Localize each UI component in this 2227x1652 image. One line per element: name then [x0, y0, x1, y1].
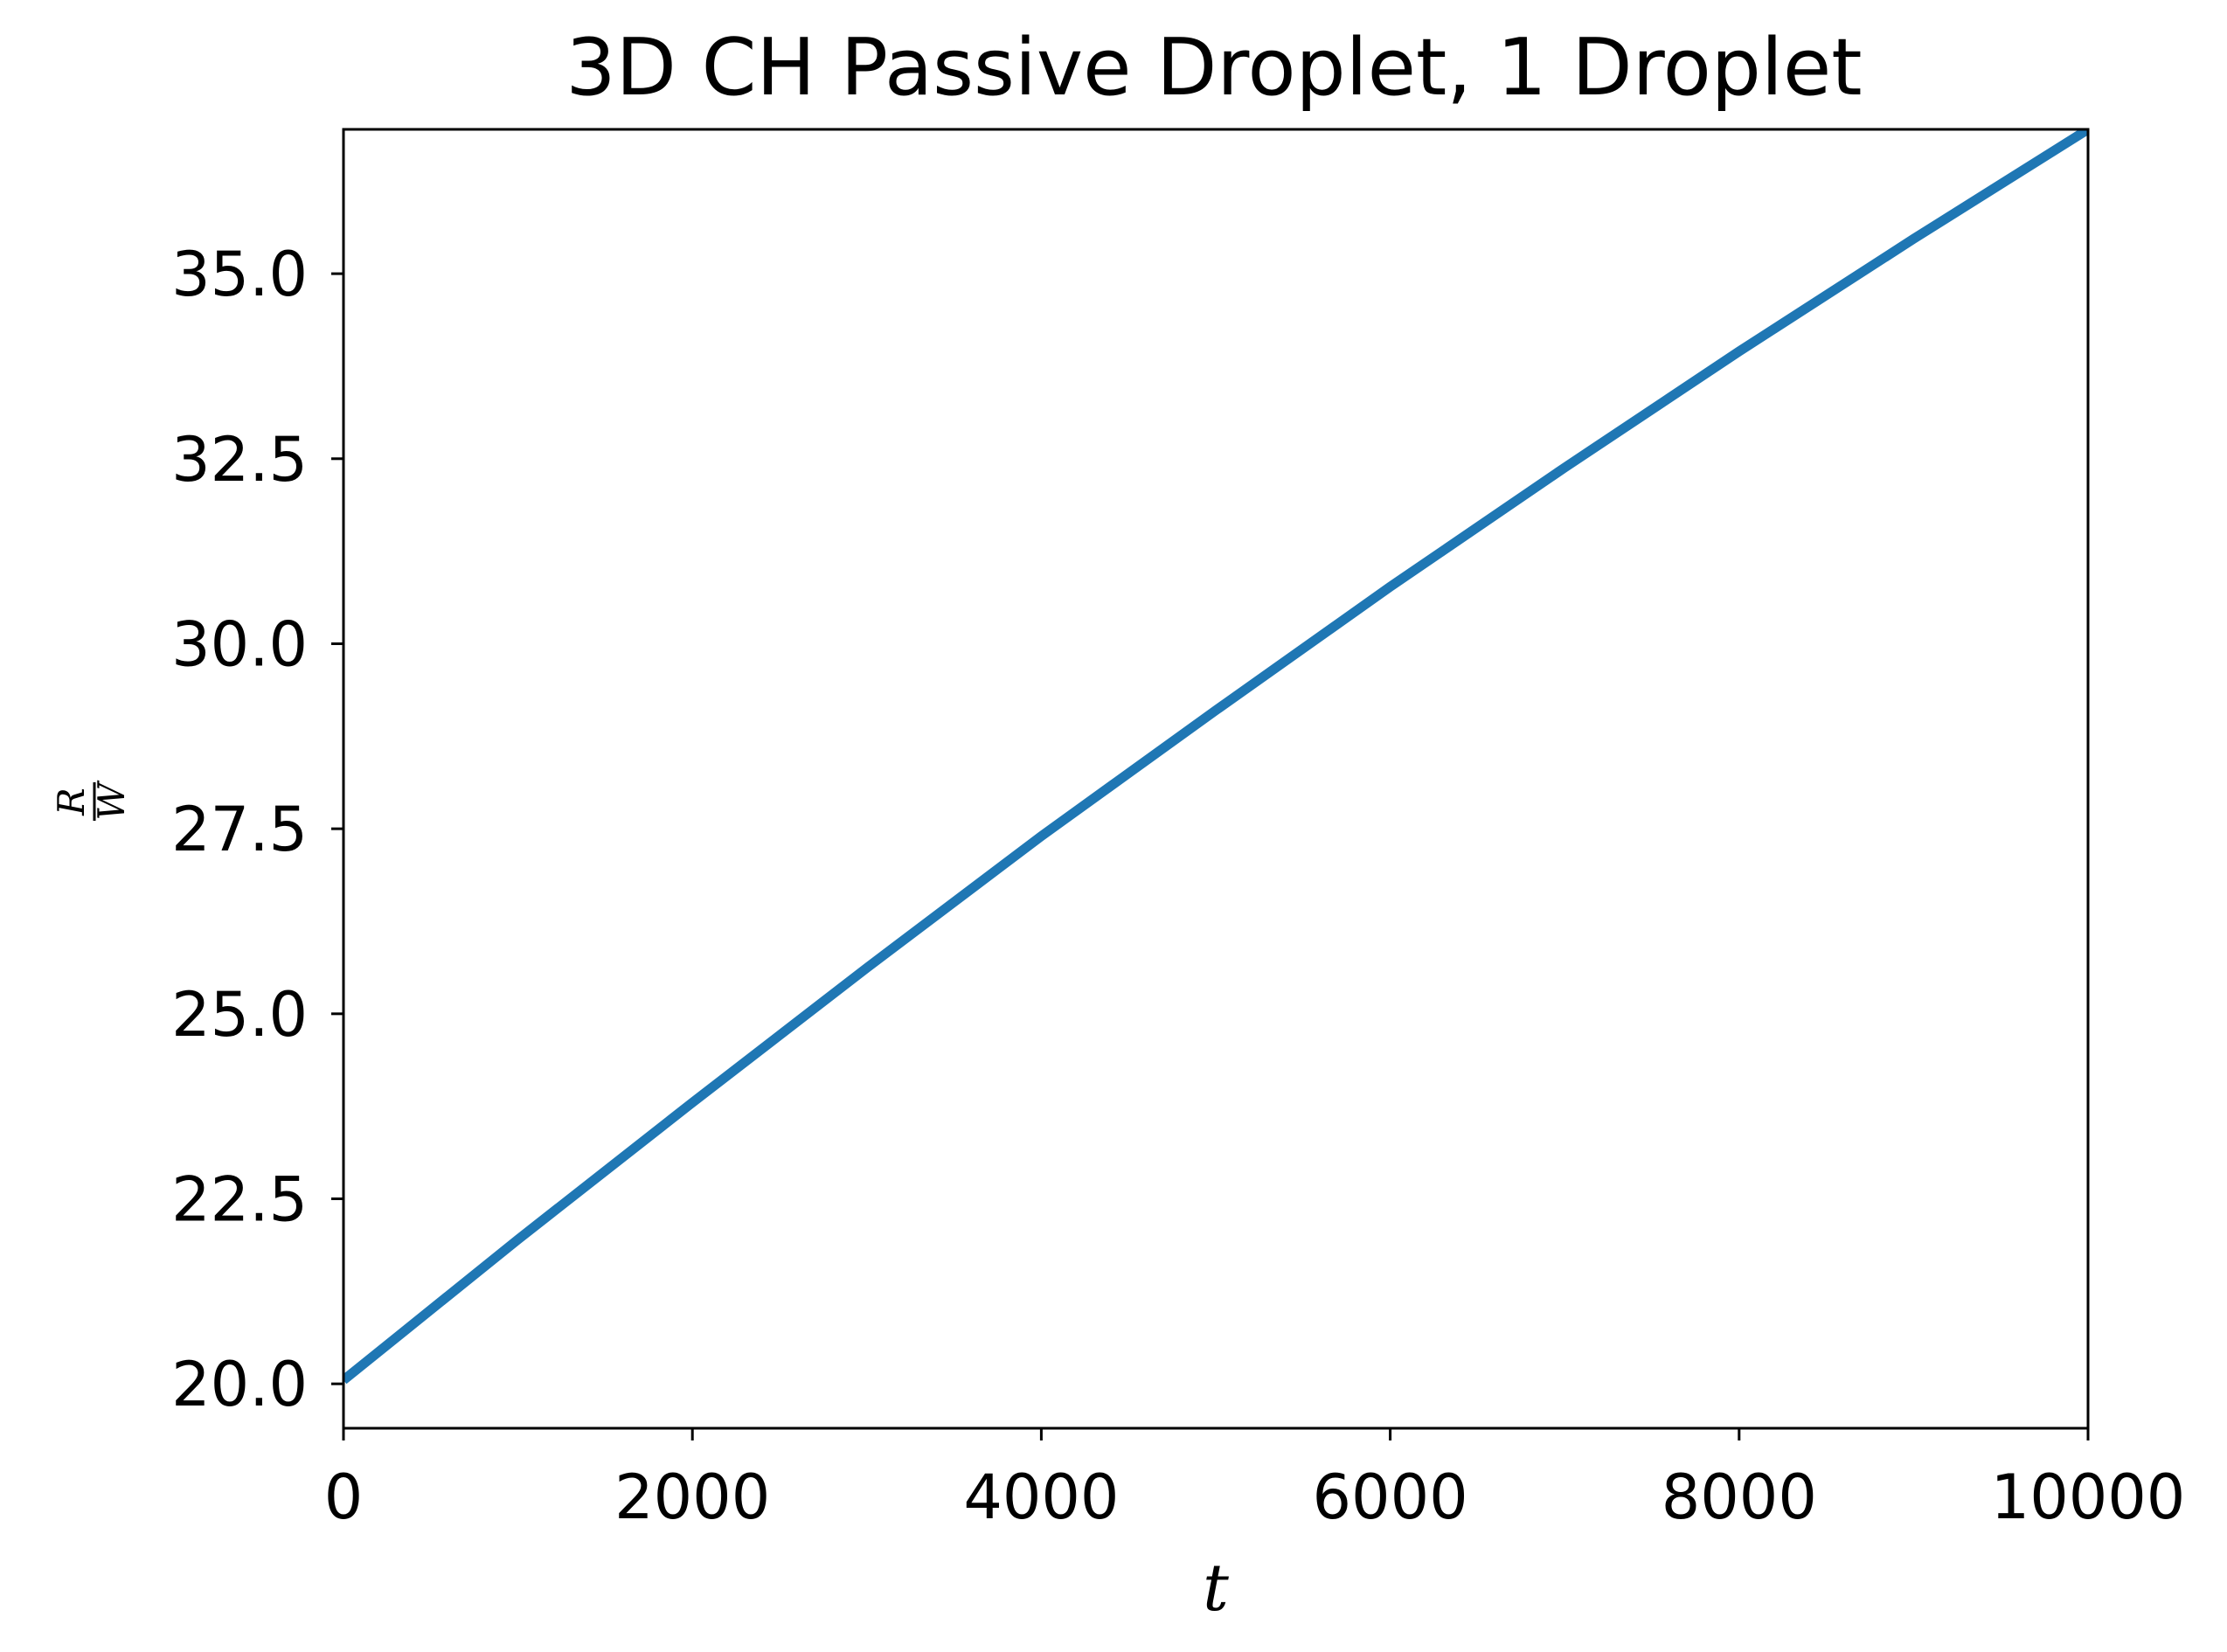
x-tick-label: 4000: [963, 1461, 1119, 1533]
x-tick-label: 6000: [1313, 1461, 1468, 1533]
x-tick-label: 2000: [614, 1461, 770, 1533]
y-tick-label: 30.0: [171, 608, 308, 680]
y-tick-label: 25.0: [171, 979, 308, 1051]
x-axis-ticks: 0 2000 4000 6000 8000 10000: [324, 1428, 2186, 1533]
y-tick-label: 35.0: [171, 239, 308, 310]
x-tick-label: 10000: [1991, 1461, 2186, 1533]
y-tick-label: 20.0: [171, 1349, 308, 1420]
y-axis-label-numerator: R: [50, 788, 93, 816]
plot-area-frame: [342, 128, 2090, 1430]
x-tick-label: 8000: [1662, 1461, 1817, 1533]
y-axis-label-denominator: W: [90, 780, 133, 821]
y-axis-ticks: 20.0 22.5 25.0 27.5 30.0 32.5 35.0: [171, 239, 343, 1420]
y-tick-label: 22.5: [171, 1164, 308, 1236]
chart-title: 3D CH Passive Droplet, 1 Droplet: [565, 22, 1862, 114]
series-group: [343, 129, 2088, 1385]
x-axis-label: t: [1203, 1551, 1229, 1626]
y-axis-label: R W: [50, 780, 133, 821]
y-tick-label: 27.5: [171, 794, 308, 865]
series-line-0: [343, 129, 2088, 1385]
x-tick-label: 0: [324, 1461, 364, 1533]
y-tick-label: 32.5: [171, 424, 308, 496]
